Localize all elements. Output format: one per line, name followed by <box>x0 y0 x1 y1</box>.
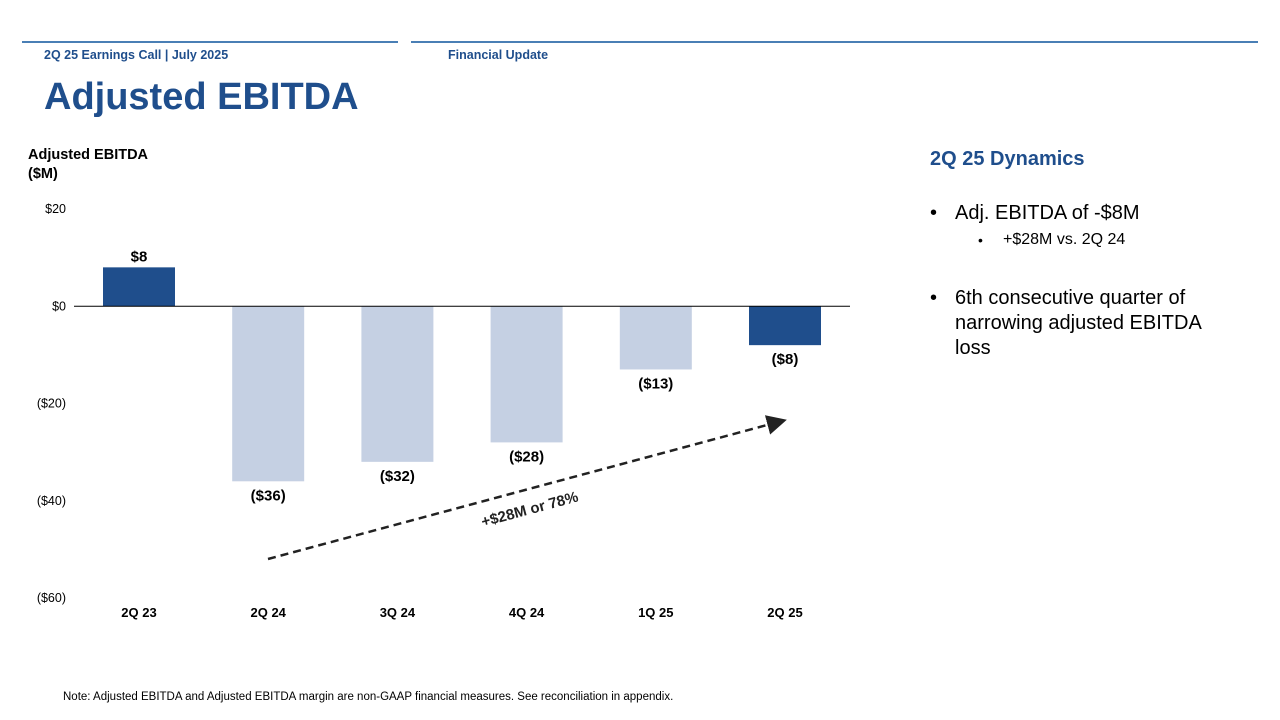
x-category-label: 4Q 24 <box>509 605 545 620</box>
y-axis-title: Adjusted EBITDA ($M) <box>28 146 148 184</box>
bar-value-label: ($8) <box>772 351 799 368</box>
page-title: Adjusted EBITDA <box>44 76 359 118</box>
bar-value-label: ($32) <box>380 468 415 485</box>
x-category-label: 2Q 24 <box>250 605 286 620</box>
dynamics-bullet-list-2: 6th consecutive quarter of narrowing adj… <box>930 286 1235 361</box>
header-section-label: Financial Update <box>448 48 549 62</box>
trend-annotation-label: +$28M or 78% <box>480 489 581 531</box>
bar-value-label: ($13) <box>638 375 673 392</box>
header-rule-right <box>411 41 1258 43</box>
bar-value-label: ($36) <box>251 487 286 504</box>
bar-2q25 <box>749 306 821 346</box>
bar-2q24 <box>232 306 305 482</box>
bar-4q24 <box>490 306 563 443</box>
dynamics-bullet-list: Adj. EBITDA of -$8M +$28M vs. 2Q 24 <box>930 201 1235 251</box>
dynamics-bullet: 6th consecutive quarter of narrowing adj… <box>930 286 1235 361</box>
dynamics-title: 2Q 25 Dynamics <box>930 148 1085 170</box>
bar-1q25 <box>619 306 692 370</box>
bar-value-label: ($28) <box>509 448 544 465</box>
x-category-label: 1Q 25 <box>638 605 673 620</box>
bar-2q23 <box>103 267 175 307</box>
y-tick-label: $0 <box>52 299 66 313</box>
dynamics-bullet: Adj. EBITDA of -$8M <box>930 201 1235 226</box>
header-event-label: 2Q 25 Earnings Call | July 2025 <box>44 48 229 62</box>
dynamics-sub-bullet: +$28M vs. 2Q 24 <box>930 229 1235 251</box>
y-tick-label: ($40) <box>37 494 66 508</box>
ebitda-bar-chart: $20 $0 ($20) ($40) ($60) $8 ($36) ($32) ($28) ($1… <box>37 202 850 620</box>
header-rule-left <box>22 41 398 43</box>
x-category-label: 2Q 23 <box>121 605 156 620</box>
x-category-label: 3Q 24 <box>380 605 416 620</box>
trend-arrow <box>267 415 787 561</box>
y-axis-title-line2: ($M) <box>28 166 58 182</box>
y-tick-label: $20 <box>45 202 66 216</box>
y-tick-label: ($60) <box>37 591 66 605</box>
y-tick-label: ($20) <box>37 397 66 411</box>
bar-value-label: $8 <box>131 248 148 265</box>
x-category-label: 2Q 25 <box>767 605 802 620</box>
footnote: Note: Adjusted EBITDA and Adjusted EBITD… <box>63 691 674 703</box>
y-axis-title-line1: Adjusted EBITDA <box>28 147 149 163</box>
bar-3q24 <box>361 306 434 462</box>
